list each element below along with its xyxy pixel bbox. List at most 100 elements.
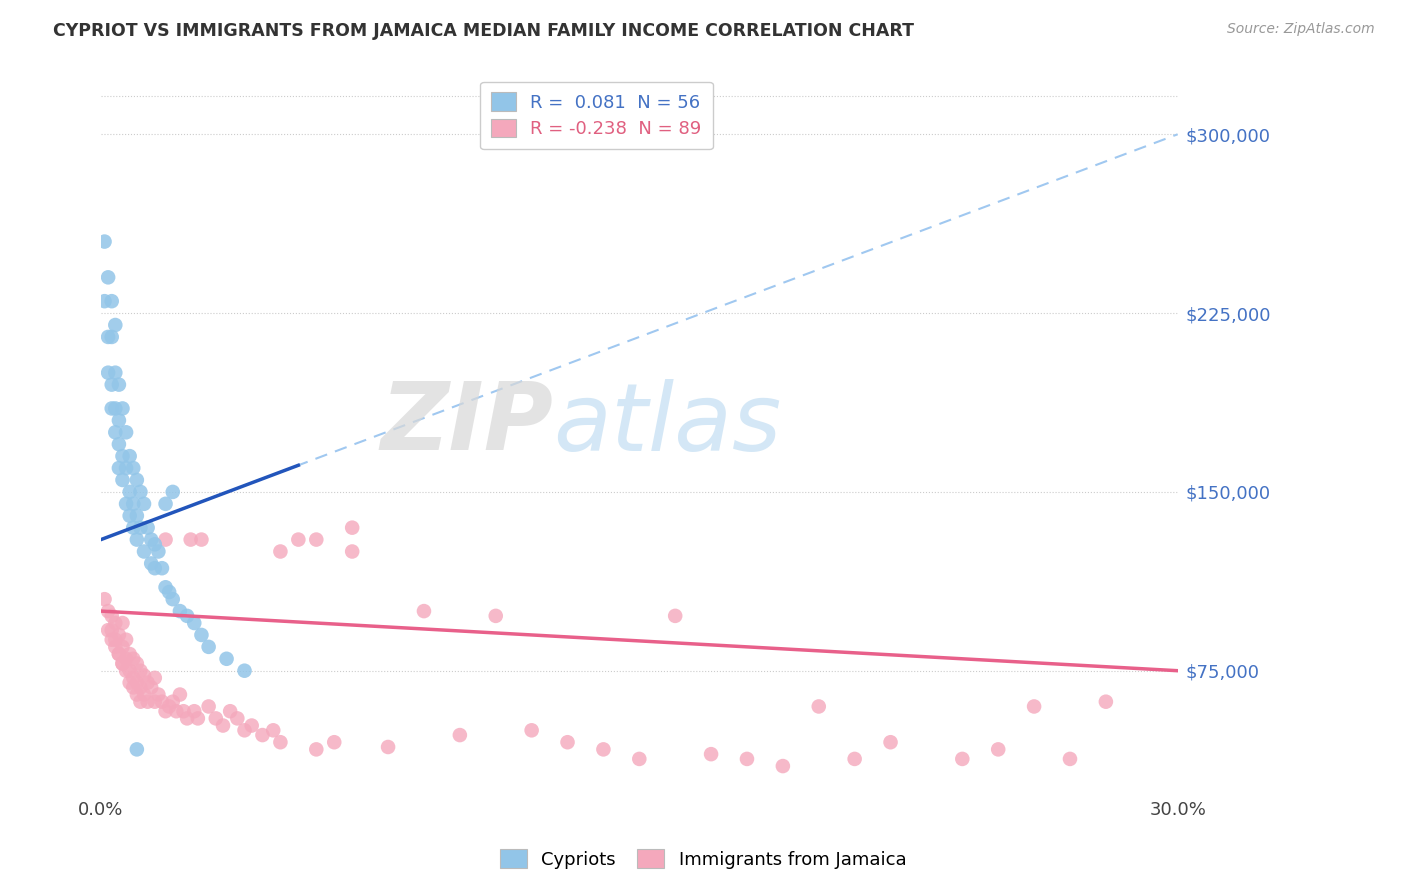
- Point: [100, 377, 122, 392]
- Point: [129, 681, 152, 695]
- Point: [97, 623, 120, 637]
- Point: [97, 270, 120, 285]
- Point: [226, 711, 249, 725]
- Point: [157, 699, 180, 714]
- Point: [305, 533, 328, 547]
- Point: [141, 557, 163, 571]
- Point: [269, 544, 291, 558]
- Point: [664, 608, 686, 623]
- Point: [118, 508, 141, 523]
- Point: [155, 497, 177, 511]
- Point: [115, 632, 138, 647]
- Point: [115, 497, 138, 511]
- Point: [772, 759, 794, 773]
- Point: [155, 704, 177, 718]
- Point: [1022, 699, 1045, 714]
- Point: [155, 533, 177, 547]
- Point: [269, 735, 291, 749]
- Point: [129, 695, 152, 709]
- Point: [111, 401, 134, 416]
- Point: [187, 711, 209, 725]
- Point: [104, 615, 127, 630]
- Point: [125, 657, 148, 671]
- Point: [97, 330, 120, 344]
- Point: [141, 681, 163, 695]
- Point: [108, 628, 131, 642]
- Point: [212, 718, 235, 732]
- Point: [190, 533, 212, 547]
- Text: Source: ZipAtlas.com: Source: ZipAtlas.com: [1227, 22, 1375, 37]
- Point: [143, 537, 166, 551]
- Point: [628, 752, 651, 766]
- Point: [118, 664, 141, 678]
- Legend: Cypriots, Immigrants from Jamaica: Cypriots, Immigrants from Jamaica: [492, 842, 914, 876]
- Point: [197, 699, 219, 714]
- Text: ZIP: ZIP: [380, 378, 553, 470]
- Point: [118, 449, 141, 463]
- Point: [233, 664, 256, 678]
- Point: [520, 723, 543, 738]
- Text: atlas: atlas: [553, 379, 782, 470]
- Point: [129, 521, 152, 535]
- Point: [104, 318, 127, 332]
- Text: CYPRIOT VS IMMIGRANTS FROM JAMAICA MEDIAN FAMILY INCOME CORRELATION CHART: CYPRIOT VS IMMIGRANTS FROM JAMAICA MEDIA…: [53, 22, 914, 40]
- Point: [93, 235, 115, 249]
- Point: [125, 473, 148, 487]
- Point: [148, 688, 170, 702]
- Point: [129, 664, 152, 678]
- Point: [111, 473, 134, 487]
- Point: [100, 608, 122, 623]
- Point: [183, 615, 205, 630]
- Point: [150, 695, 173, 709]
- Point: [132, 688, 155, 702]
- Point: [700, 747, 723, 761]
- Point: [143, 671, 166, 685]
- Point: [100, 401, 122, 416]
- Point: [141, 533, 163, 547]
- Point: [240, 718, 263, 732]
- Point: [115, 461, 138, 475]
- Point: [987, 742, 1010, 756]
- Point: [204, 711, 226, 725]
- Point: [807, 699, 830, 714]
- Point: [125, 508, 148, 523]
- Point: [735, 752, 758, 766]
- Point: [233, 723, 256, 738]
- Point: [879, 735, 901, 749]
- Point: [104, 640, 127, 654]
- Point: [118, 484, 141, 499]
- Point: [125, 688, 148, 702]
- Point: [136, 695, 159, 709]
- Point: [108, 437, 131, 451]
- Point: [162, 484, 184, 499]
- Point: [108, 377, 131, 392]
- Point: [108, 413, 131, 427]
- Point: [287, 533, 309, 547]
- Point: [108, 461, 131, 475]
- Point: [108, 647, 131, 661]
- Point: [323, 735, 346, 749]
- Point: [132, 668, 155, 682]
- Point: [132, 544, 155, 558]
- Point: [115, 652, 138, 666]
- Point: [122, 681, 145, 695]
- Point: [122, 652, 145, 666]
- Point: [122, 521, 145, 535]
- Point: [111, 449, 134, 463]
- Point: [485, 608, 508, 623]
- Point: [143, 695, 166, 709]
- Point: [148, 544, 170, 558]
- Point: [592, 742, 614, 756]
- Point: [104, 632, 127, 647]
- Point: [100, 330, 122, 344]
- Point: [150, 561, 173, 575]
- Point: [950, 752, 973, 766]
- Point: [108, 647, 131, 661]
- Legend: R =  0.081  N = 56, R = -0.238  N = 89: R = 0.081 N = 56, R = -0.238 N = 89: [479, 81, 713, 149]
- Point: [173, 704, 195, 718]
- Point: [122, 671, 145, 685]
- Point: [449, 728, 471, 742]
- Point: [97, 604, 120, 618]
- Point: [219, 704, 242, 718]
- Point: [115, 664, 138, 678]
